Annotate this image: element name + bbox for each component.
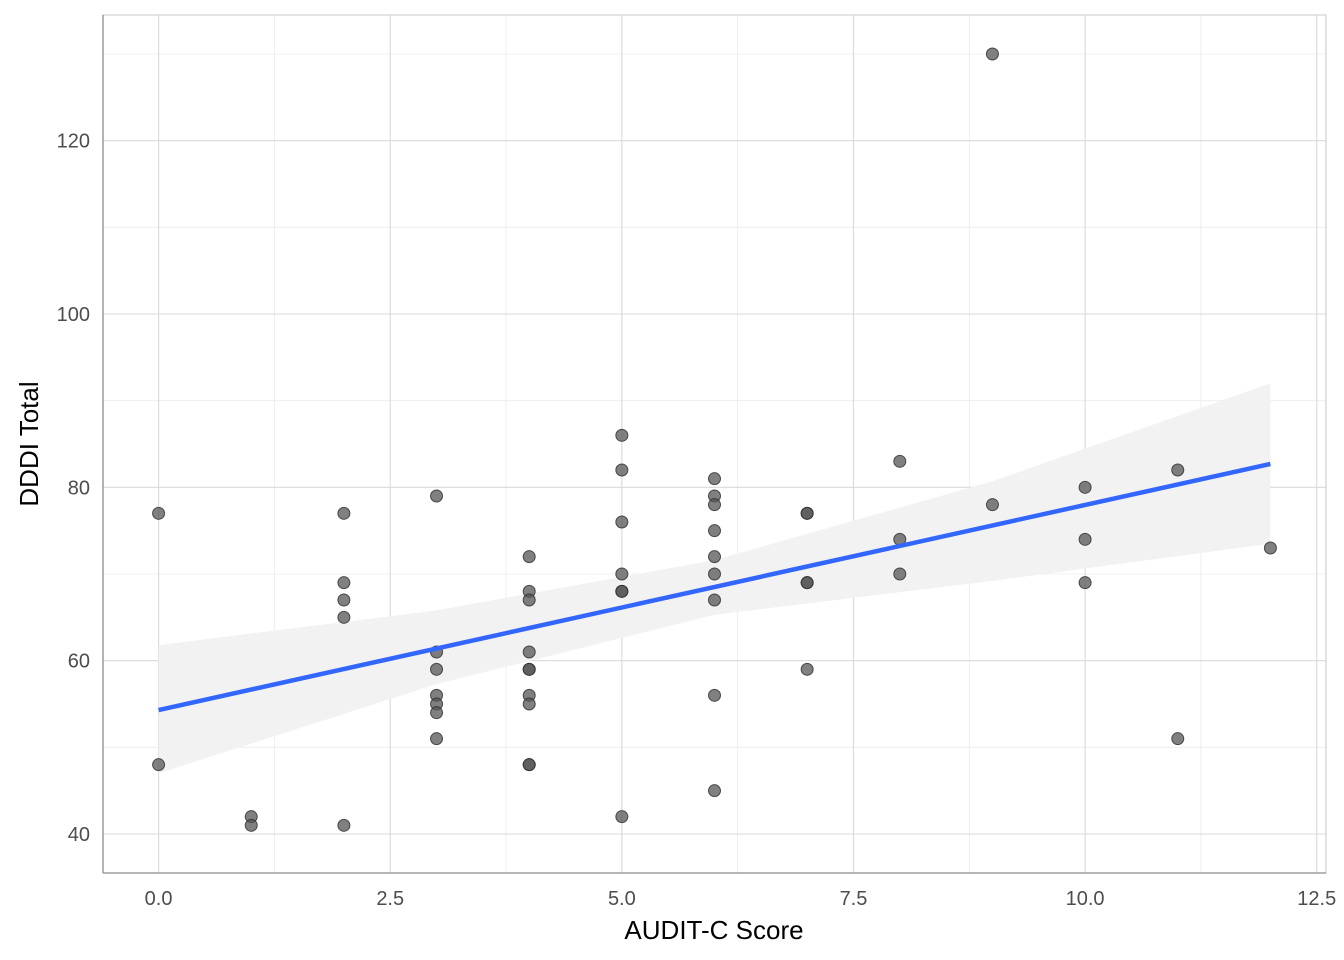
data-point bbox=[430, 706, 444, 720]
x-tick-label: 2.5 bbox=[376, 888, 404, 910]
data-point bbox=[708, 472, 721, 486]
data-point bbox=[800, 576, 814, 590]
data-point bbox=[1263, 541, 1277, 555]
data-point bbox=[430, 662, 444, 676]
data-point bbox=[337, 593, 351, 607]
y-tick-label: 80 bbox=[68, 477, 90, 499]
major-gridlines bbox=[103, 15, 1326, 873]
data-point bbox=[522, 697, 536, 711]
data-point bbox=[708, 567, 721, 581]
data-point bbox=[708, 688, 721, 702]
data-point bbox=[615, 810, 629, 824]
panel-border bbox=[102, 14, 1327, 874]
x-tick-label: 7.5 bbox=[840, 888, 868, 910]
data-point bbox=[708, 593, 721, 607]
y-tick-label: 100 bbox=[57, 304, 90, 326]
data-point bbox=[430, 489, 444, 503]
data-point bbox=[244, 818, 258, 832]
data-point bbox=[522, 662, 536, 676]
y-tick-label: 60 bbox=[68, 651, 90, 673]
data-point bbox=[337, 506, 351, 520]
data-point bbox=[708, 784, 721, 798]
y-axis-title: DDDI Total bbox=[14, 381, 44, 506]
x-tick-label: 0.0 bbox=[145, 888, 173, 910]
data-points bbox=[152, 47, 1277, 832]
data-point bbox=[152, 506, 166, 520]
y-tick-label: 120 bbox=[57, 131, 90, 153]
x-tick-label: 12.5 bbox=[1297, 888, 1336, 910]
data-point bbox=[522, 550, 536, 564]
data-point bbox=[615, 567, 629, 581]
data-point bbox=[522, 645, 536, 659]
data-point bbox=[1078, 576, 1092, 590]
data-point bbox=[1078, 480, 1092, 494]
data-point bbox=[1171, 463, 1185, 477]
data-point bbox=[615, 463, 629, 477]
data-point bbox=[893, 454, 907, 468]
data-point bbox=[708, 550, 721, 564]
data-point bbox=[708, 498, 721, 512]
data-point bbox=[893, 567, 907, 581]
data-point bbox=[800, 662, 814, 676]
data-point bbox=[522, 593, 536, 607]
regression-line bbox=[158, 461, 1271, 713]
x-axis-tick-labels: 0.0 2.5 5.0 7.5 10.0 12.5 bbox=[145, 888, 1337, 910]
data-point bbox=[615, 584, 629, 598]
data-point bbox=[1171, 732, 1185, 746]
data-point bbox=[1078, 532, 1092, 546]
data-point bbox=[337, 610, 351, 624]
data-point bbox=[800, 506, 814, 520]
y-axis-tick-labels: 40 60 80 100 120 bbox=[57, 131, 90, 846]
x-tick-label: 10.0 bbox=[1066, 888, 1105, 910]
data-point bbox=[985, 47, 999, 61]
data-point bbox=[615, 428, 629, 442]
x-axis-title: AUDIT-C Score bbox=[624, 915, 803, 945]
data-point bbox=[522, 758, 536, 772]
data-point bbox=[430, 732, 444, 746]
data-point bbox=[615, 515, 629, 529]
data-point bbox=[337, 576, 351, 590]
data-point bbox=[708, 524, 721, 538]
data-point bbox=[337, 818, 351, 832]
x-tick-label: 5.0 bbox=[608, 888, 636, 910]
data-point bbox=[985, 498, 999, 512]
data-point bbox=[152, 758, 166, 772]
y-tick-label: 40 bbox=[68, 824, 90, 846]
